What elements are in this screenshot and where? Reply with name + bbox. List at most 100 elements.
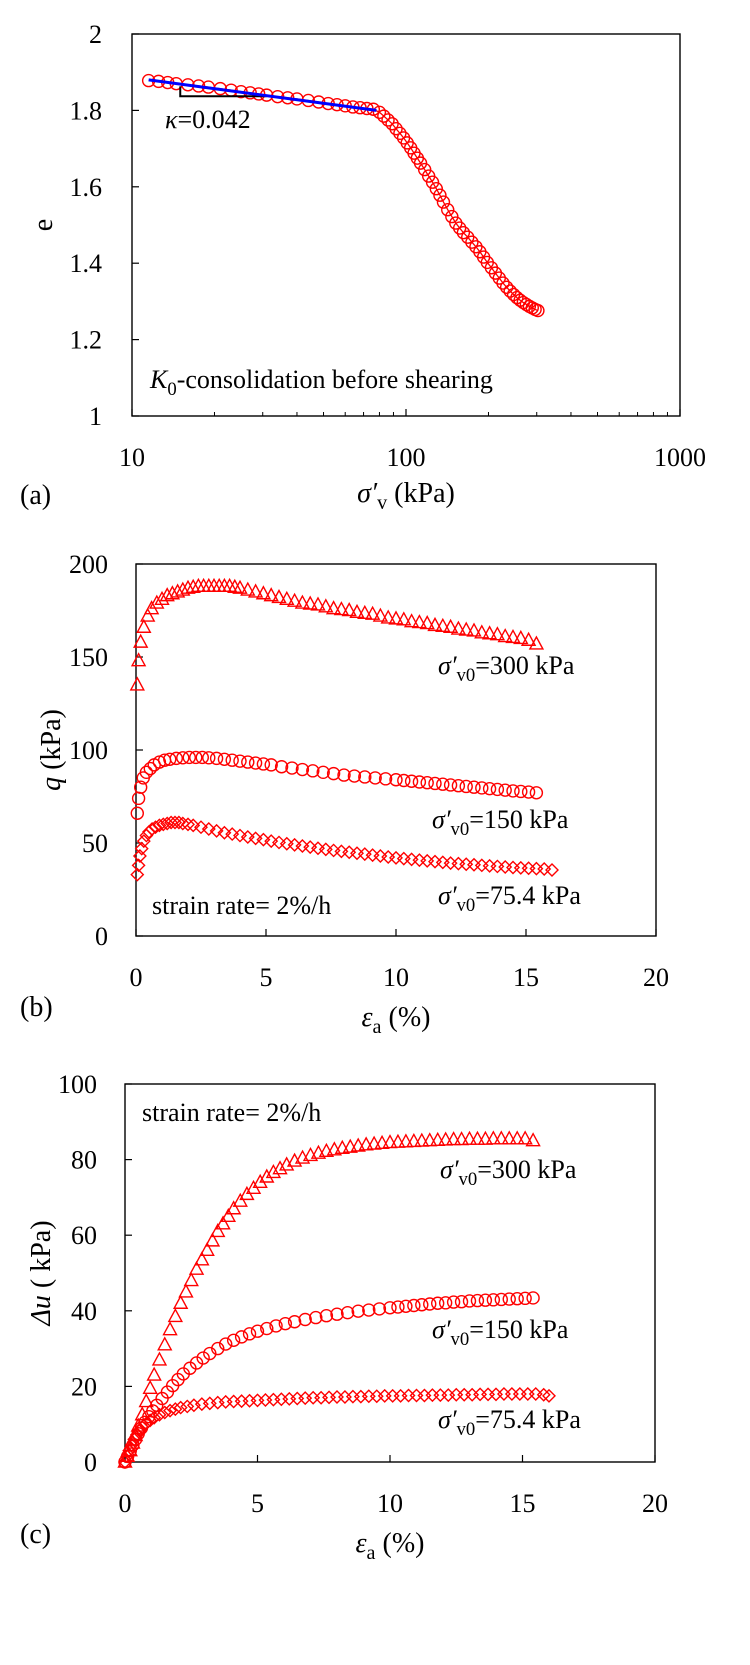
data-point xyxy=(498,783,512,797)
data-point xyxy=(393,126,407,141)
data-point xyxy=(189,1356,204,1370)
data-point xyxy=(542,1388,556,1403)
y-tick-label: 60 xyxy=(71,1221,97,1250)
data-point xyxy=(182,750,197,765)
data-point xyxy=(458,621,474,636)
data-point xyxy=(143,761,158,776)
data-point xyxy=(130,806,145,820)
data-point xyxy=(136,618,152,633)
data-point xyxy=(133,633,149,648)
data-point xyxy=(486,1293,501,1307)
data-point xyxy=(442,618,459,633)
data-point xyxy=(279,590,295,606)
x-tick-label: 0 xyxy=(130,963,143,992)
data-point xyxy=(510,1292,524,1306)
data-point xyxy=(140,607,156,622)
data-point xyxy=(151,1351,168,1366)
y-tick-label: 0 xyxy=(84,1448,97,1477)
data-point xyxy=(380,609,396,624)
data-point xyxy=(232,579,248,594)
data-point xyxy=(146,1366,162,1381)
data-point xyxy=(264,758,278,772)
data-point xyxy=(248,831,263,846)
data-point xyxy=(195,750,210,765)
data-point xyxy=(372,607,389,622)
data-point xyxy=(272,1160,288,1175)
data-point xyxy=(441,203,455,217)
data-point xyxy=(241,755,255,769)
data-point xyxy=(172,1294,189,1309)
data-point xyxy=(390,1133,406,1148)
y-tick-label: 50 xyxy=(82,829,108,858)
data-point xyxy=(145,822,160,837)
data-point xyxy=(162,1321,178,1336)
data-point xyxy=(383,1301,397,1315)
data-point xyxy=(377,109,391,123)
data-point xyxy=(443,778,458,792)
data-point xyxy=(489,626,506,641)
data-point xyxy=(422,1132,438,1147)
data-point xyxy=(366,1135,382,1150)
data-point xyxy=(160,816,175,831)
data-point xyxy=(189,750,203,765)
data-point xyxy=(131,858,146,873)
data-point xyxy=(134,1406,150,1421)
data-point xyxy=(528,635,545,650)
data-point xyxy=(518,1291,532,1306)
series-triangle xyxy=(129,577,545,691)
panel-label: (a) xyxy=(20,480,51,511)
data-point xyxy=(435,617,451,633)
data-point xyxy=(136,834,151,849)
data-point xyxy=(256,832,271,847)
data-point xyxy=(271,589,287,604)
data-point xyxy=(143,1413,158,1428)
data-point xyxy=(306,764,320,778)
data-point xyxy=(526,1291,540,1305)
data-point xyxy=(175,581,191,596)
data-point xyxy=(325,600,342,615)
data-point xyxy=(493,1130,509,1145)
data-point xyxy=(411,614,428,629)
data-point xyxy=(485,1130,502,1145)
data-point xyxy=(326,766,341,781)
data-point xyxy=(319,1309,334,1323)
data-point xyxy=(536,1387,551,1402)
data-point xyxy=(415,1298,429,1312)
data-point xyxy=(388,610,404,625)
data-point xyxy=(490,782,505,797)
data-point xyxy=(428,776,442,791)
data-point xyxy=(459,779,473,794)
data-point xyxy=(407,1298,421,1313)
panel-label: (b) xyxy=(20,992,53,1023)
data-point xyxy=(272,835,286,850)
data-point xyxy=(167,1308,184,1323)
data-point xyxy=(309,1310,323,1325)
data-point xyxy=(133,780,148,794)
data-point xyxy=(478,1293,493,1307)
data-point xyxy=(545,862,559,877)
x-axis-label: εa (%) xyxy=(362,1002,431,1038)
data-point xyxy=(157,1336,173,1351)
data-point xyxy=(152,818,167,833)
data-point xyxy=(154,590,170,606)
data-point xyxy=(130,867,145,882)
data-point xyxy=(350,1137,366,1152)
data-point xyxy=(163,752,177,766)
data-point xyxy=(209,823,224,838)
data-point xyxy=(399,1299,413,1313)
data-point xyxy=(218,1337,233,1351)
data-point xyxy=(466,622,482,637)
x-tick-label: 15 xyxy=(510,1489,536,1518)
y-tick-label: 1.8 xyxy=(70,96,103,125)
data-point xyxy=(217,752,232,766)
data-point xyxy=(209,751,224,766)
data-point xyxy=(342,1138,358,1153)
data-point xyxy=(265,1163,282,1179)
data-point xyxy=(278,1316,293,1331)
data-point xyxy=(130,652,147,667)
data-point xyxy=(429,182,444,196)
data-point xyxy=(349,603,365,619)
data-point xyxy=(203,1346,217,1361)
data-point xyxy=(333,601,350,616)
